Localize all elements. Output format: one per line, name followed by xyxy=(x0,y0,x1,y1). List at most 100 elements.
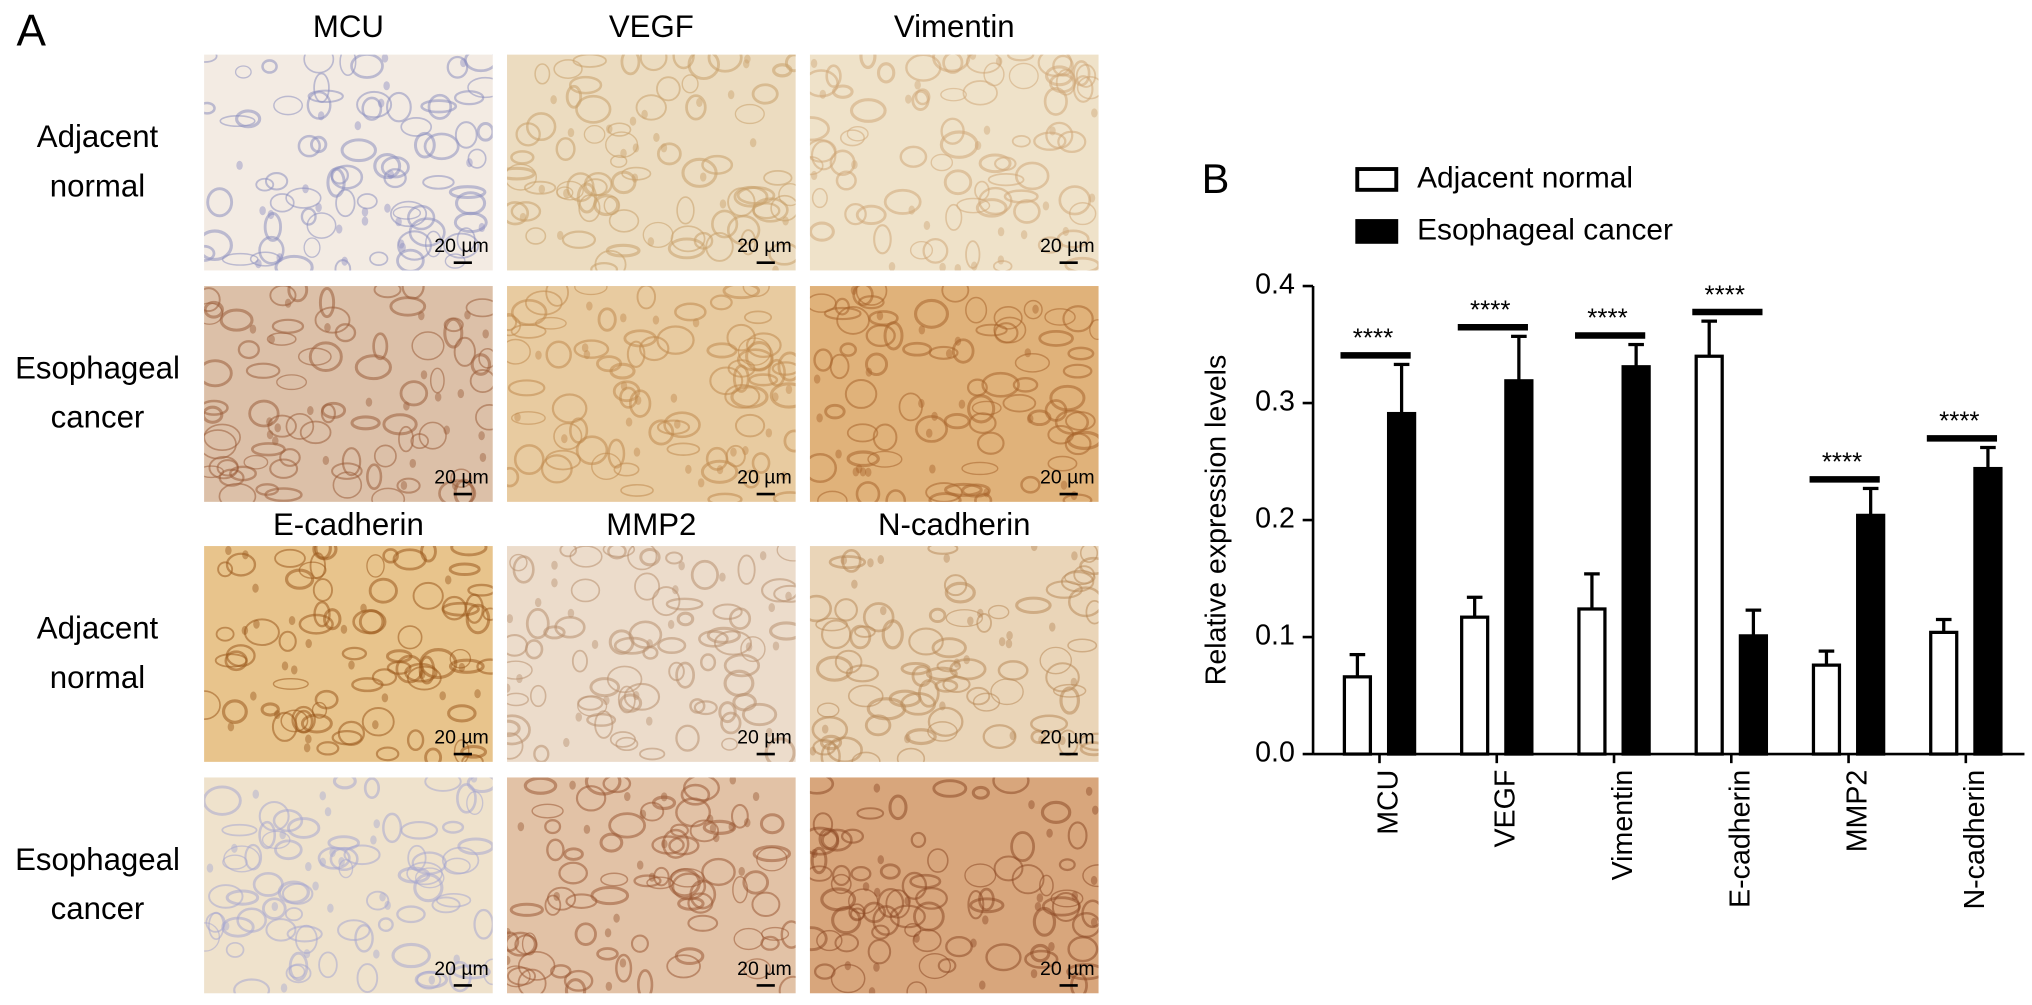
cell xyxy=(596,947,619,961)
cell xyxy=(574,286,608,296)
cell xyxy=(733,927,764,951)
cell xyxy=(594,250,627,271)
cell xyxy=(904,923,922,938)
cell xyxy=(523,777,558,795)
cell xyxy=(298,613,334,635)
cell xyxy=(993,855,1024,882)
nucleus xyxy=(719,199,727,209)
cell xyxy=(298,561,327,579)
cell xyxy=(204,359,233,388)
cell xyxy=(773,584,796,603)
cell xyxy=(339,54,357,77)
cell xyxy=(464,593,484,624)
cell xyxy=(602,546,636,558)
cell xyxy=(356,963,379,993)
cell xyxy=(1075,63,1097,88)
nucleus xyxy=(982,915,989,925)
cell xyxy=(927,546,959,555)
cell xyxy=(510,298,548,327)
cell xyxy=(335,188,356,218)
cell xyxy=(424,777,462,792)
nucleus xyxy=(974,140,982,151)
cell xyxy=(834,598,858,622)
cell xyxy=(332,471,363,499)
nucleus xyxy=(563,737,570,748)
nucleus xyxy=(958,399,966,409)
cell xyxy=(600,872,629,887)
cell xyxy=(928,607,947,623)
nucleus xyxy=(855,464,863,474)
cell xyxy=(507,692,529,707)
cell xyxy=(361,96,383,121)
nucleus xyxy=(1071,551,1078,561)
cell xyxy=(759,813,785,835)
cell xyxy=(337,919,371,942)
cell xyxy=(997,660,1029,681)
nucleus xyxy=(312,881,319,891)
nucleus xyxy=(768,603,775,613)
cell xyxy=(943,169,973,196)
cell xyxy=(613,636,650,655)
cell xyxy=(809,926,828,952)
cell xyxy=(743,958,771,980)
cell xyxy=(927,848,949,873)
nucleus xyxy=(811,848,818,858)
cell xyxy=(366,890,390,911)
nucleus xyxy=(744,818,751,828)
cell xyxy=(922,237,949,264)
cell xyxy=(457,837,493,856)
cell xyxy=(899,145,928,168)
x-tick-label: E-cadherin xyxy=(1724,770,1756,908)
cell xyxy=(396,905,426,924)
cell xyxy=(307,89,344,103)
cell xyxy=(855,204,887,226)
cell xyxy=(400,117,433,137)
nucleus xyxy=(943,553,950,563)
cell xyxy=(666,954,701,979)
cell xyxy=(467,148,487,169)
cell xyxy=(942,54,964,74)
nucleus xyxy=(534,597,542,608)
nucleus xyxy=(967,616,974,626)
nucleus xyxy=(354,121,362,131)
cell xyxy=(681,157,718,188)
column-label: E-cadherin xyxy=(273,507,424,542)
cell xyxy=(662,828,690,859)
cell xyxy=(453,739,470,762)
nucleus xyxy=(904,734,911,744)
nucleus xyxy=(918,398,925,408)
cell xyxy=(507,634,529,657)
cell xyxy=(450,468,473,488)
cell xyxy=(420,546,437,563)
nucleus xyxy=(660,143,668,153)
cell xyxy=(596,355,623,373)
nucleus xyxy=(653,132,660,143)
cell xyxy=(507,163,538,191)
cell xyxy=(424,230,443,258)
cell xyxy=(809,777,835,795)
cell xyxy=(896,747,926,762)
cell xyxy=(1079,546,1099,563)
cell xyxy=(476,658,493,675)
cell xyxy=(1082,864,1099,888)
cell xyxy=(657,637,687,654)
cell xyxy=(687,914,719,932)
cell xyxy=(623,329,657,348)
cell xyxy=(429,367,445,394)
scale-bar-label: 20 µm xyxy=(1040,467,1095,489)
cell xyxy=(855,286,888,306)
cell xyxy=(250,442,286,457)
cell xyxy=(944,482,983,497)
nucleus xyxy=(904,896,911,906)
cell xyxy=(473,908,493,940)
cell xyxy=(830,873,852,895)
cell xyxy=(712,603,743,620)
scale-bar-label: 20 µm xyxy=(434,235,489,257)
cell xyxy=(1013,199,1041,224)
cell xyxy=(665,597,704,611)
significance-label: **** xyxy=(1939,406,1979,436)
cell xyxy=(258,820,277,850)
cell xyxy=(529,684,547,708)
y-tick-label: 0.0 xyxy=(1255,737,1295,769)
cell xyxy=(961,461,999,476)
